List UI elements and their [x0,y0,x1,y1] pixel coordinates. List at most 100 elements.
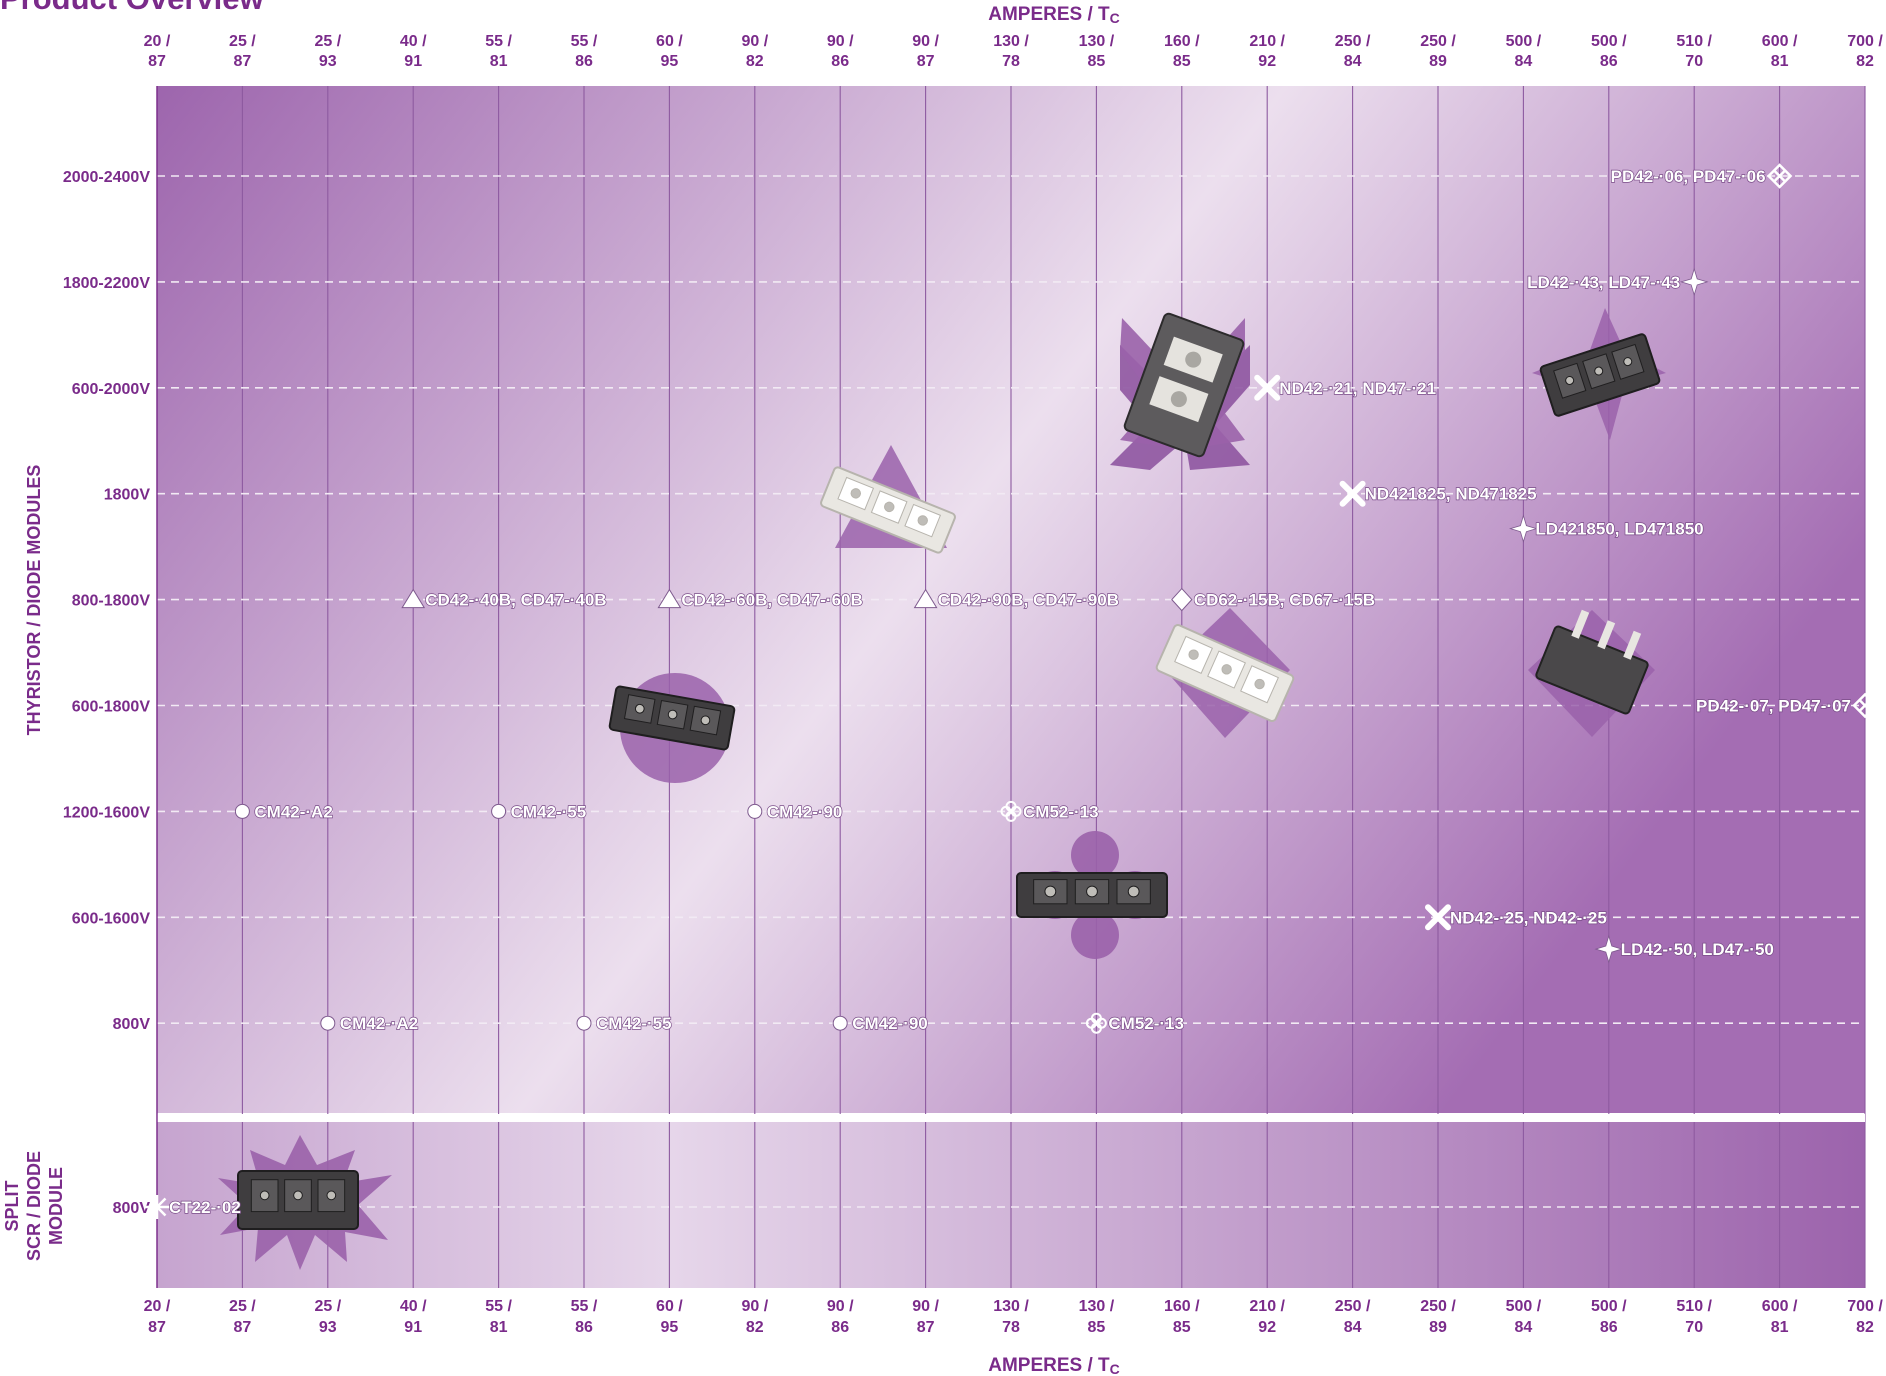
data-point: CM42-·55 [576,1013,672,1034]
x-tick-label-top: 210 / [1249,33,1285,50]
data-point: LD421850, LD471850 [1509,514,1704,544]
x-tick-label-top: 87 [917,53,935,70]
x-tick-label-top: 500 / [1506,33,1542,50]
data-point-label: ND42-·21, ND47-·21 [1279,379,1436,398]
y-tick-label: 600-2000V [72,381,151,398]
y-tick-label: 800V [113,1016,151,1033]
data-point-marker [145,1195,169,1219]
data-point-label: CM42-·A2 [254,802,332,821]
x-tick-label-top: 250 / [1420,33,1456,50]
data-point: CM42-·55 [491,802,587,822]
panel-title-thyristor: THYRISTOR / DIODE MODULES [24,465,44,736]
x-tick-label-bottom: 85 [1173,1319,1191,1336]
x-axis-title-top: AMPERES / TC [988,4,1120,26]
x-tick-label-bottom: 82 [1856,1319,1874,1336]
data-point-label: LD421850, LD471850 [1535,520,1703,539]
data-point-marker [491,803,507,819]
x-tick-label-bottom: 250 / [1420,1298,1456,1315]
clover-module-image [1016,872,1168,918]
data-point-label: CM42-·55 [511,802,587,821]
x-tick-label-top: 86 [1600,53,1618,70]
x-tick-label-bottom: 93 [319,1319,337,1336]
x-tick-label-top: 60 / [656,33,683,50]
data-point-marker [1852,692,1878,719]
x-tick-label-top: 90 / [912,33,939,50]
x-tick-label-top: 40 / [400,33,427,50]
x-tick-label-bottom: 25 / [229,1298,256,1315]
data-point-marker [747,803,763,819]
data-point-marker [1594,934,1624,964]
y-tick-label: 1800V [104,487,151,504]
x-tick-label-top: 82 [1856,53,1874,70]
data-point-label: CM52-·13 [1023,802,1099,821]
x-tick-label-top: 81 [1771,53,1789,70]
x-tick-label-bottom: 60 / [656,1298,683,1315]
x-tick-label-bottom: 90 / [741,1298,768,1315]
thyristor-module-image [1123,312,1245,458]
x-tick-label-top: 25 / [229,33,256,50]
data-point: ND42-·25, ND42-·25 [1425,904,1608,931]
x-tick-label-bottom: 92 [1258,1319,1276,1336]
data-point-label: ND421825, ND471825 [1365,485,1537,504]
x-tick-label-bottom: 91 [404,1319,422,1336]
data-point-marker [1000,800,1022,822]
x-tick-label-bottom: 85 [1088,1319,1106,1336]
x-tick-label-top: 55 / [571,33,598,50]
x-tick-label-top: 250 / [1335,33,1371,50]
data-point-marker [913,588,938,609]
y-tick-label: 1200-1600V [63,804,151,821]
x-tick-label-top: 78 [1002,53,1020,70]
data-point: ND421825, ND471825 [1339,480,1537,507]
page-title: Product Overview [0,0,264,16]
x-tick-label-top: 85 [1088,53,1106,70]
data-point-marker [1509,514,1538,544]
data-points: PD42-·06, PD47-·06 LD42-·43, LD47-·43 ND42… [145,163,1878,1219]
data-point-label: LD42-·50, LD47-·50 [1621,940,1774,959]
data-point-label: CM42-·90 [767,802,843,821]
x-tick-label-top: 55 / [485,33,512,50]
x-tick-label-top: 82 [746,53,764,70]
data-point: CM52-·13 [1000,800,1099,822]
data-point: CD62-·15B, CD67-·15B [1171,587,1376,612]
x-tick-label-top: 500 / [1591,33,1627,50]
data-point-label: PD42-·06, PD47-·06 [1611,167,1766,186]
x-tick-label-top: 130 / [1079,33,1115,50]
x-tick-label-bottom: 40 / [400,1298,427,1315]
x-tick-label-bottom: 55 / [485,1298,512,1315]
data-point-marker [234,803,250,819]
x-tick-label-top: 87 [234,53,252,70]
x-tick-label-top: 93 [319,53,337,70]
x-tick-label-bottom: 86 [575,1319,593,1336]
data-point: LD42-·43, LD47-·43 [1526,267,1709,297]
data-point: CM42-·A2 [320,1013,419,1034]
x-tick-label-bottom: 86 [831,1319,849,1336]
data-point-marker [1085,1012,1107,1034]
x-tick-label-top: 510 / [1676,33,1712,50]
x-tick-label-top: 600 / [1762,33,1798,50]
x-tick-label-bottom: 500 / [1506,1298,1542,1315]
panel-separator [157,1114,1865,1122]
data-point: CD42-·40B, CD47-·40B [401,588,607,610]
x-tick-label-bottom: 87 [234,1319,252,1336]
data-point: CD42-·90B, CD47-·90B [913,588,1120,610]
data-point: CM42-·90 [832,1013,928,1034]
x-tick-label-bottom: 81 [1771,1319,1789,1336]
module-illustrations [218,308,1666,1270]
data-point-marker [1171,587,1193,612]
data-point-marker [832,1015,848,1031]
data-point-marker [1766,163,1793,189]
data-point: CM42-·A2 [234,802,334,822]
y-tick-label: 800V [113,1200,151,1217]
x-tick-label-bottom: 700 / [1847,1298,1883,1315]
x-tick-label-top: 84 [1515,53,1533,70]
x-tick-label-bottom: 81 [490,1319,508,1336]
x-tick-label-top: 87 [148,53,166,70]
data-point: CT22-·02 [145,1195,242,1219]
data-point-marker [1425,904,1451,931]
data-point-label: CD42-·60B, CD47-·60B [681,591,862,610]
x-tick-label-top: 81 [490,53,508,70]
circle-module-image [608,685,736,751]
data-point-marker [657,588,682,609]
x-tick-label-top: 130 / [993,33,1029,50]
